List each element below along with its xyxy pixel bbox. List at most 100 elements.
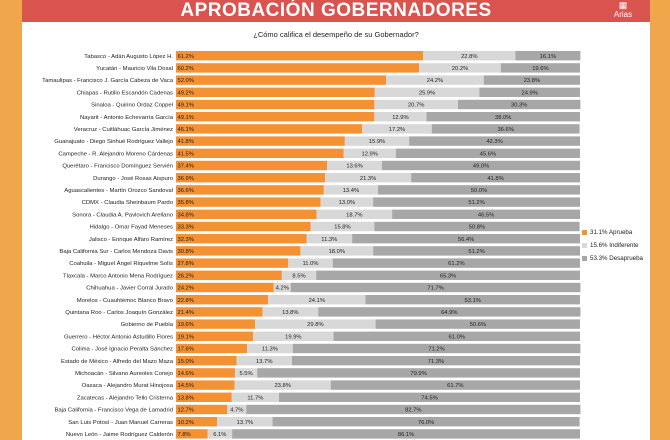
- bar-segment-aprueba: [176, 51, 424, 61]
- data-label-indiferente: 25.9%: [419, 90, 435, 96]
- category-label: Tabasco - Adán Augusto López H.: [84, 54, 173, 60]
- data-label-desaprueba: 56.4%: [458, 237, 474, 243]
- bar-segment-desaprueba: [373, 246, 580, 256]
- bar-segment-desaprueba: [232, 429, 580, 439]
- data-label-aprueba: 19.6%: [178, 322, 194, 328]
- bar-segment-aprueba: [176, 173, 326, 183]
- bar-segment-desaprueba: [409, 136, 580, 146]
- data-label-indiferente: 15.8%: [334, 225, 350, 231]
- data-label-aprueba: 14.5%: [178, 383, 194, 389]
- bar-segment-indiferente: [344, 136, 410, 146]
- bar-segment-aprueba: [176, 63, 420, 73]
- data-label-aprueba: 14.6%: [178, 371, 194, 377]
- data-label-aprueba: 52.0%: [178, 78, 194, 84]
- data-label-desaprueba: 61.2%: [448, 261, 464, 267]
- data-label-aprueba: 37.4%: [178, 164, 194, 170]
- bar-segment-aprueba: [176, 295, 269, 305]
- bar-segment-aprueba: [176, 209, 317, 219]
- category-label: Morelos - Cuauhtémoc Blanco Bravo: [77, 298, 174, 304]
- data-label-desaprueba: 53.1%: [465, 298, 481, 304]
- bar-segment-desaprueba: [483, 75, 580, 85]
- legend-item-indiferente: 15.6% Indiferente: [582, 239, 648, 252]
- data-label-desaprueba: 38.0%: [495, 115, 511, 121]
- bar-segment-aprueba: [176, 282, 274, 293]
- bar-segment-indiferente: [423, 51, 516, 61]
- category-label: Jalisco - Enrique Alfaro Ramírez: [89, 237, 173, 243]
- data-label-indiferente: 29.8%: [307, 322, 323, 328]
- data-label-aprueba: 12.7%: [178, 408, 194, 414]
- bar-segment-desaprueba: [479, 87, 580, 97]
- bar-segment-aprueba: [176, 234, 307, 244]
- bar-segment-indiferente: [325, 173, 412, 183]
- bar-segment-indiferente: [268, 295, 366, 305]
- bar-segment-aprueba: [176, 87, 375, 97]
- data-label-desaprueba: 16.1%: [540, 54, 556, 60]
- bar-segment-aprueba: [176, 270, 282, 280]
- data-label-indiferente: 4.2%: [276, 286, 289, 292]
- data-label-aprueba: 30.8%: [178, 249, 194, 255]
- category-label: Colima - José Ignacio Peralta Sánchez: [71, 347, 173, 353]
- bar-segment-aprueba: [176, 148, 344, 158]
- bar-segment-aprueba: [176, 124, 363, 134]
- chart-panel: APROBACIÓN GOBERNADORES ▦ Arias ¿Cómo ca…: [22, 0, 650, 440]
- bar-segment-aprueba: [176, 258, 289, 268]
- category-label: Hidalgo - Omar Fayad Meneses: [90, 225, 174, 231]
- category-label: Tlaxcala - Marco Antonio Mena Rodríguez: [63, 273, 173, 279]
- data-label-aprueba: 36.9%: [178, 176, 194, 182]
- data-label-aprueba: 41.8%: [178, 139, 194, 145]
- bar-segment-desaprueba: [318, 307, 581, 317]
- data-label-indiferente: 13.7%: [256, 359, 272, 365]
- bar-segment-desaprueba: [352, 234, 580, 244]
- category-label: Guerrero - Héctor Antonio Astudillo Flor…: [64, 334, 173, 340]
- data-label-indiferente: 11.7%: [247, 395, 263, 401]
- bar-segment-desaprueba: [457, 99, 581, 110]
- data-label-desaprueba: 19.6%: [532, 66, 548, 72]
- bar-segment-indiferente: [386, 75, 484, 85]
- category-label: Baja California Sur - Carlos Mendoza Dav…: [59, 249, 173, 255]
- data-label-desaprueba: 71.3%: [428, 359, 444, 365]
- category-label: Querétaro - Francisco Domínguez Servién: [62, 164, 173, 170]
- bar-segment-desaprueba: [500, 63, 580, 73]
- bar-segment-indiferente: [234, 380, 331, 390]
- category-label: Nayarit - Antonio Echevarría García: [80, 115, 174, 121]
- bar-segment-desaprueba: [291, 356, 580, 366]
- data-label-aprueba: 7.8%: [178, 432, 191, 438]
- bar-segment-aprueba: [176, 160, 328, 171]
- legend-label: 15.6% Indiferente: [590, 242, 639, 249]
- data-label-desaprueba: 24.9%: [521, 90, 537, 96]
- bar-segment-indiferente: [327, 160, 383, 171]
- data-label-desaprueba: 74.5%: [421, 395, 437, 401]
- chart-subtitle: ¿Cómo califica el desempeño de su Gobern…: [253, 30, 419, 39]
- category-label: CDMX - Claudia Sheinbaum Pardo: [82, 200, 174, 206]
- data-label-indiferente: 18.0%: [329, 249, 345, 255]
- data-label-desaprueba: 64.9%: [441, 310, 457, 316]
- category-label: Yucatán - Mauricio Vila Dosal: [96, 66, 173, 72]
- bar-segment-desaprueba: [316, 270, 580, 280]
- data-label-desaprueba: 42.3%: [486, 139, 502, 145]
- data-label-desaprueba: 65.3%: [440, 273, 456, 279]
- data-label-desaprueba: 61.0%: [449, 334, 465, 340]
- data-label-desaprueba: 23.8%: [524, 78, 540, 84]
- bar-segment-desaprueba: [373, 197, 580, 207]
- bar-segment-desaprueba: [426, 112, 580, 122]
- data-label-desaprueba: 86.1%: [398, 432, 414, 438]
- bar-segment-indiferente: [247, 343, 293, 354]
- bar-segment-aprueba: [176, 392, 232, 402]
- data-label-desaprueba: 50.6%: [470, 322, 486, 328]
- page-title: APROBACIÓN GOBERNADORES: [180, 0, 492, 21]
- data-label-aprueba: 35.8%: [178, 200, 194, 206]
- data-label-aprueba: 27.8%: [178, 261, 194, 267]
- data-label-aprueba: 10.2%: [178, 420, 194, 426]
- data-label-desaprueba: 61.7%: [447, 383, 463, 389]
- bar-segment-desaprueba: [515, 51, 581, 61]
- category-label: Sinaloa - Quirino Ordaz Coppel: [91, 103, 173, 109]
- data-label-indiferente: 13.0%: [339, 200, 355, 206]
- legend-item-aprueba: 31.1% Aprueba: [582, 226, 648, 239]
- bar-segment-aprueba: [176, 368, 235, 378]
- bar-segment-indiferente: [323, 185, 378, 195]
- data-label-aprueba: 33.3%: [178, 225, 194, 231]
- bar-segment-desaprueba: [374, 221, 580, 232]
- bar-segment-aprueba: [176, 417, 218, 427]
- bar-segment-desaprueba: [378, 185, 580, 195]
- data-label-desaprueba: 51.2%: [468, 249, 484, 255]
